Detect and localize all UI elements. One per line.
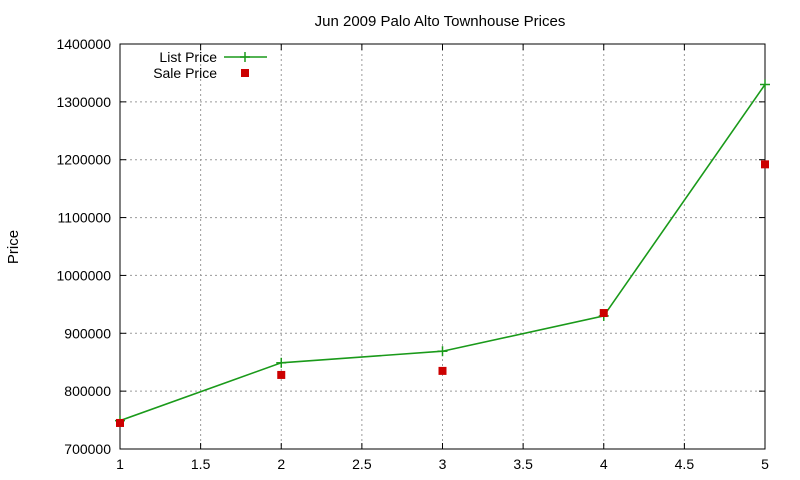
x-tick-label: 3 — [439, 456, 447, 472]
sale-price-point — [438, 366, 447, 375]
sale-price-point — [599, 309, 608, 318]
y-tick-label: 900000 — [64, 325, 111, 341]
plot-frame — [119, 43, 766, 450]
list-price-point — [276, 357, 287, 368]
grid — [120, 44, 765, 449]
series-layer — [115, 79, 770, 427]
x-tick-label: 2.5 — [352, 456, 372, 472]
legend-label-sale-price: Sale Price — [153, 65, 217, 81]
y-axis-title: Price — [5, 230, 22, 264]
list-price-point — [437, 346, 448, 357]
x-tick-label: 3.5 — [513, 456, 533, 472]
sale-price-point — [277, 370, 286, 379]
x-tick-label: 4.5 — [675, 456, 695, 472]
legend-label-list-price: List Price — [159, 49, 217, 65]
y-tick-label: 1000000 — [56, 267, 111, 283]
chart-title: Jun 2009 Palo Alto Townhouse Prices — [315, 13, 566, 30]
sale-price-point — [761, 160, 769, 169]
y-tick-label: 800000 — [64, 383, 111, 399]
x-tick-label: 4 — [600, 456, 608, 472]
x-tick-label: 1 — [116, 456, 124, 472]
y-tick-label: 1200000 — [56, 152, 111, 168]
x-tick-label: 2 — [277, 456, 285, 472]
y-tick-label: 1400000 — [56, 36, 111, 52]
y-tick-label: 1100000 — [58, 210, 112, 226]
axis-ticks: 700000 800000 900000 1000000 1100000 1200000 1… — [56, 36, 769, 472]
legend-swatch-sale-price — [241, 69, 249, 77]
sale-price-point — [116, 418, 124, 427]
x-tick-label: 1.5 — [191, 456, 211, 472]
list-price-point — [760, 79, 770, 90]
y-tick-label: 700000 — [64, 441, 111, 457]
y-tick-label: 1300000 — [56, 94, 111, 110]
legend-marker-list-price — [240, 52, 250, 62]
x-tick-label: 5 — [761, 456, 769, 472]
